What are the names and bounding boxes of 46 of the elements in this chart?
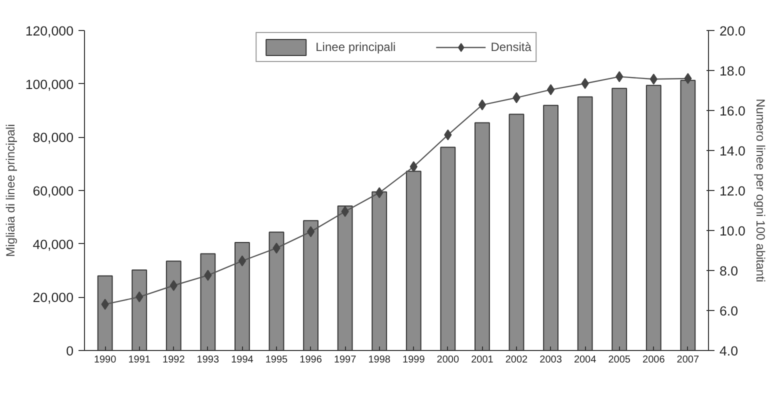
- x-tick-label: 1995: [265, 354, 288, 366]
- y2-tick-label: 6.0: [720, 304, 738, 318]
- y-tick-label: 100,000: [25, 76, 74, 92]
- y-tick-label: 60,000: [32, 184, 74, 198]
- x-tick-label: 1997: [334, 354, 357, 366]
- point: [581, 78, 589, 89]
- x-tick-label: 1991: [128, 354, 151, 366]
- x-tick-label: 2005: [608, 354, 631, 366]
- point: [238, 255, 246, 266]
- y2-tick-label: 16.0: [720, 104, 746, 118]
- x-tick-label: 1999: [402, 354, 426, 366]
- y2-tick-label: 20.0: [720, 24, 746, 38]
- point: [341, 206, 349, 217]
- x-tick-label: 1996: [300, 354, 322, 366]
- x-tick-label: 2000: [436, 354, 460, 366]
- point: [478, 99, 486, 110]
- x-tick-label: 2003: [540, 354, 562, 366]
- y-tick-label: 80,000: [32, 130, 74, 146]
- y2-tick-label: 12.0: [720, 184, 746, 198]
- y-tick-label: 120,000: [25, 24, 74, 38]
- y-tick-label: 40,000: [32, 236, 74, 252]
- y2-tick-label: 8.0: [720, 264, 738, 278]
- x-tick-label: 2007: [676, 354, 700, 366]
- legend-label: Densità: [490, 40, 532, 54]
- y2-tick-label: 4.0: [720, 344, 738, 358]
- point: [546, 84, 555, 96]
- point: [306, 226, 315, 238]
- y-tick-label: 20,000: [32, 290, 74, 306]
- legend-label: Linee principali: [316, 40, 396, 54]
- y2-axis-title: Numero linee per ogni 100 abitanti: [753, 98, 768, 282]
- point: [170, 280, 178, 291]
- y2-tick-label: 18.0: [720, 64, 746, 78]
- x-tick-label: 2004: [574, 354, 597, 366]
- x-tick-label: 2002: [505, 354, 528, 366]
- x-tick-label: 2001: [471, 354, 494, 366]
- y2-tick-label: 14.0: [720, 144, 746, 158]
- x-tick-label: 1992: [162, 354, 186, 366]
- x-tick-label: 1994: [231, 354, 254, 366]
- y-tick-label: 0: [66, 344, 74, 358]
- x-tick-label: 1993: [196, 354, 220, 366]
- x-tick-label: 1998: [368, 354, 391, 366]
- x-tick-label: 1990: [94, 354, 117, 366]
- y2-tick-label: 10.0: [720, 224, 746, 238]
- y-axis-title: Migliaia di linee principali: [3, 124, 18, 257]
- x-tick-label: 2006: [642, 354, 666, 366]
- point: [684, 73, 692, 84]
